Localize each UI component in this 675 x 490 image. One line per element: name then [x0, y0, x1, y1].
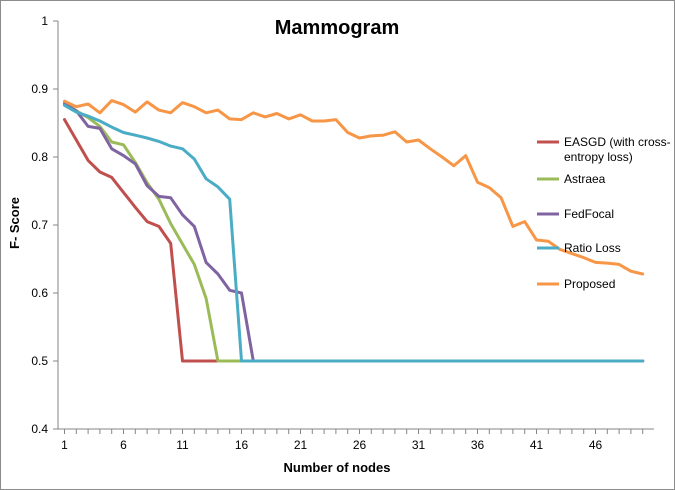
x-tick-label: 11 [176, 438, 189, 452]
y-tick-label: 0.9 [31, 82, 48, 96]
x-tick-label: 21 [294, 438, 308, 452]
x-axis-title: Number of nodes [284, 460, 391, 475]
series-line-proposed [63, 99, 645, 276]
series-line-easgd [63, 118, 645, 363]
x-tick-label: 6 [120, 438, 127, 452]
legend-label: Astraea [564, 172, 606, 186]
x-tick-label: 16 [235, 438, 249, 452]
legend-label: entropy loss) [564, 150, 633, 164]
x-tick-label: 31 [412, 438, 426, 452]
x-tick-label: 26 [353, 438, 367, 452]
y-tick-label: 0.8 [31, 150, 48, 164]
y-tick-label: 0.7 [31, 218, 48, 232]
x-tick-label: 36 [471, 438, 485, 452]
x-tick-label: 1 [61, 438, 68, 452]
y-tick-label: 0.5 [31, 354, 48, 368]
series-line-ratio [63, 103, 645, 363]
legend-label: EASGD (with cross- [564, 135, 671, 149]
legend-label: Proposed [564, 277, 615, 291]
y-axis-title: F- Score [7, 197, 22, 249]
chart-title: Mammogram [275, 17, 399, 39]
y-tick-label: 0.4 [31, 422, 48, 436]
y-tick-label: 0.6 [31, 286, 48, 300]
x-tick-label: 46 [589, 438, 603, 452]
legend-label: FedFocal [564, 207, 614, 221]
y-tick-label: 1 [41, 14, 48, 28]
x-tick-label: 41 [530, 438, 544, 452]
legend-label: Ratio Loss [564, 241, 621, 255]
